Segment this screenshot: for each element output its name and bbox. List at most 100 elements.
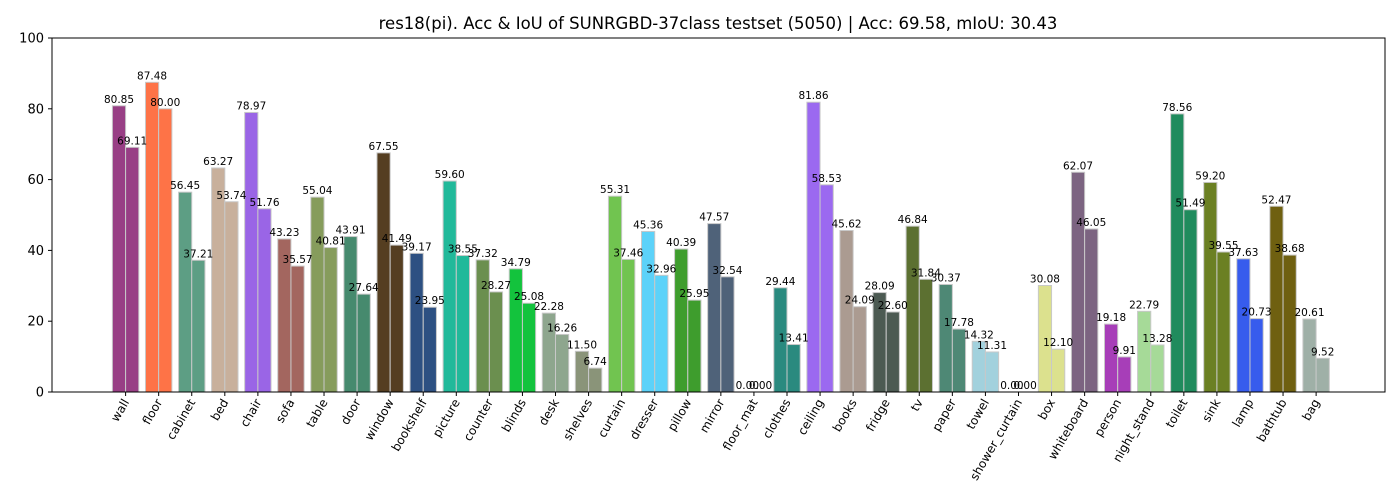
bar-whiteboard-acc [1070,171,1086,393]
bar-value-label: 13.28 [1142,333,1172,345]
bar-cabinet-iou [191,259,206,393]
x-tick-label: wall [108,397,132,425]
bar-value-label: 78.97 [236,100,266,112]
bar-tv-iou [918,278,933,393]
x-tick-label: shelves [560,397,595,443]
x-tick-label: mirror [697,396,728,435]
x-tick-label: sink [1199,396,1223,424]
bar-ceiling-acc [806,101,821,393]
bar-value-label: 46.84 [898,214,928,226]
bar-value-label: 22.60 [878,300,908,312]
bar-value-label: 29.44 [765,276,795,288]
bar-value-label: 34.79 [501,257,531,269]
bar-counter-iou [488,291,504,393]
bar-towel-iou [984,351,1000,393]
x-tick-label: bed [208,397,231,424]
bar-value-label: 25.95 [679,288,709,300]
bar-bathtub-acc [1269,205,1284,393]
bar-sofa-iou [290,265,305,393]
bar-books-acc [839,230,854,393]
bar-window-iou [389,244,404,393]
bar-value-label: 0.00 [749,380,772,392]
bar-blinds-acc [508,268,523,393]
bar-value-label: 24.09 [845,295,875,307]
bar-box-iou [1051,348,1066,393]
bar-value-label: 37.63 [1228,247,1258,259]
bar-value-label: 87.48 [137,70,167,82]
bar-value-label: 52.47 [1261,194,1291,206]
x-tick-label: sofa [273,397,298,426]
bar-value-label: 37.21 [183,248,213,260]
bar-toilet-iou [1183,209,1198,393]
bar-value-label: 35.57 [283,254,313,266]
x-tick-label: cabinet [164,396,199,442]
bar-sink-iou [1216,251,1231,393]
y-tick-label: 60 [27,173,44,188]
bar-value-label: 30.37 [931,272,961,284]
bar-value-label: 30.08 [1030,274,1060,286]
bar-value-label: 32.96 [646,263,676,275]
x-tick-label: tv [908,397,926,414]
bar-bag-iou [1315,357,1330,393]
bar-value-label: 37.46 [613,247,643,259]
bar-value-label: 20.61 [1294,307,1324,319]
y-tick-label: 0 [36,386,44,401]
bar-value-label: 53.74 [216,190,246,202]
bar-value-label: 47.57 [699,212,729,224]
bar-blinds-iou [521,302,537,393]
x-tick-label: books [830,397,860,435]
x-tick-label: bag [1299,397,1322,424]
bar-curtain-iou [621,258,636,393]
x-tick-label: door [338,396,364,427]
bar-fridge-iou [885,311,900,393]
bar-value-label: 45.36 [633,219,663,231]
bar-wall-acc [111,105,127,393]
bar-person-acc [1104,323,1119,393]
plot-frame [51,37,1386,393]
bar-value-label: 28.27 [481,280,511,292]
bar-value-label: 69.11 [117,135,147,147]
bar-value-label: 39.17 [402,241,432,253]
bar-value-label: 28.09 [865,281,895,293]
bar-value-label: 80.85 [104,94,134,106]
bar-value-label: 20.73 [1242,307,1272,319]
x-tick-label: table [303,397,330,430]
bar-value-label: 55.04 [302,185,332,197]
x-tick-label: bathtub [1254,397,1290,445]
bar-pillow-acc [674,248,689,393]
x-tick-label: pillow [665,396,695,433]
bar-value-label: 56.45 [170,180,200,192]
bar-dresser-iou [654,274,669,393]
bar-person-iou [1117,356,1132,393]
y-tick-label: 100 [19,32,44,47]
bar-value-label: 40.39 [666,237,696,249]
bar-value-label: 38.68 [1275,243,1305,255]
x-tick-label: counter [461,396,496,443]
bar-value-label: 0.00 [1013,380,1036,392]
x-tick-label: floor [140,396,166,427]
x-tick-label: dresser [627,396,661,442]
bar-bathtub-iou [1282,254,1297,393]
bar-value-label: 62.07 [1063,160,1093,172]
bar-value-label: 23.95 [415,295,445,307]
y-tick-label: 20 [27,315,44,330]
x-tick-label: person [1092,397,1125,440]
y-tick-label: 40 [27,244,44,259]
x-tick-label: desk [536,396,562,427]
bar-value-label: 41.49 [382,233,412,245]
bar-value-label: 25.08 [514,291,544,303]
bar-shelves-iou [588,367,603,393]
x-tick-label: toilet [1163,396,1191,430]
bar-toilet-acc [1170,113,1185,393]
bar-lamp-iou [1249,318,1264,393]
bar-value-label: 80.00 [150,97,180,109]
bar-value-label: 63.27 [203,156,233,168]
bar-value-label: 40.81 [316,236,346,248]
bar-value-label: 43.91 [335,225,365,237]
chart-title: res18(pi). Acc & IoU of SUNRGBD-37class … [379,14,1058,33]
bar-floor-iou [158,108,173,393]
bar-value-label: 58.53 [812,173,842,185]
bar-curtain-acc [607,195,623,393]
